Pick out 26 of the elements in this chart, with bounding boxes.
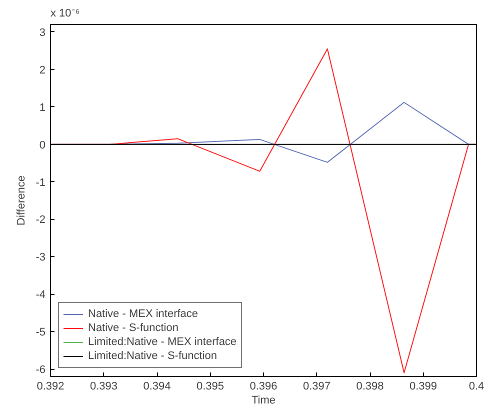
legend-label: Limited:Native - S-function: [88, 349, 217, 363]
x-tick-label: 0.397: [302, 380, 331, 392]
y-tick-label: 0: [39, 139, 46, 152]
legend-label: Limited:Native - MEX interface: [88, 335, 237, 349]
legend-label: Native - MEX interface: [88, 307, 198, 321]
x-axis-title: Time: [251, 394, 276, 406]
x-tick-label: 0.4: [468, 380, 484, 392]
y-tick-label: 1: [39, 102, 46, 114]
y-tick-label: 2: [39, 64, 46, 76]
y-tick-label: -3: [36, 252, 46, 264]
x-tick-label: 0.393: [90, 380, 118, 392]
y-tick-label: -5: [36, 326, 46, 339]
x-tick-label: 0.394: [143, 380, 171, 392]
y-tick-label: -6: [36, 364, 46, 376]
y-tick-label: 3: [39, 26, 46, 39]
text: x 10⁻⁶: [50, 8, 80, 20]
legend-label: Native - S-function: [88, 321, 178, 335]
y-tick-label: -4: [36, 289, 46, 302]
x-tick-label: 0.398: [356, 380, 384, 392]
y-tick-label: -1: [36, 176, 46, 189]
x-tick-label: 0.392: [36, 380, 64, 392]
y-axis-title: Difference: [16, 176, 28, 226]
x-tick-label: 0.399: [409, 380, 438, 392]
y-tick-label: -2: [36, 214, 46, 226]
x-tick-label: 0.396: [250, 380, 278, 392]
x-tick-label: 0.395: [196, 380, 224, 392]
